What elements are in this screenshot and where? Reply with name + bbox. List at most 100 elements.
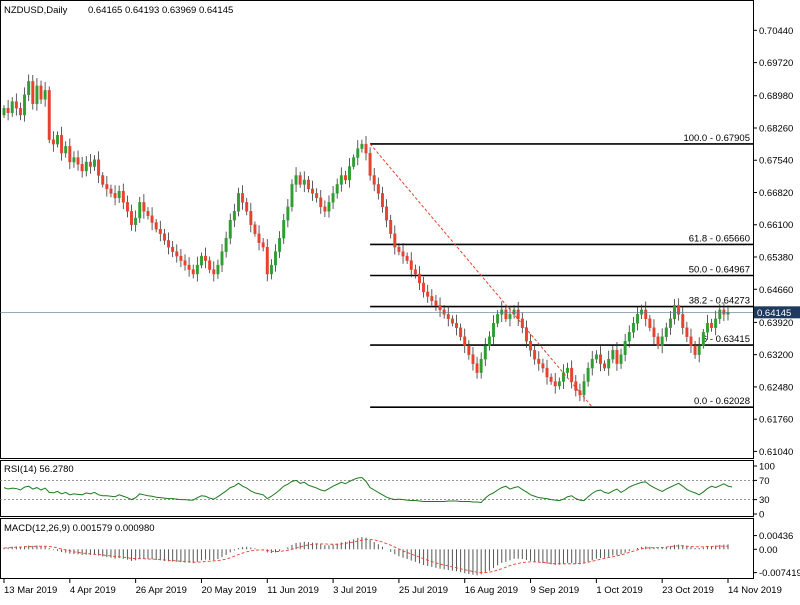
candle-body xyxy=(364,143,368,154)
candle-body xyxy=(553,381,557,387)
candlestick-series xyxy=(2,74,730,402)
candle-body xyxy=(434,300,438,306)
candle-body xyxy=(652,327,656,337)
candle-body xyxy=(603,363,607,369)
candle-body xyxy=(689,336,693,346)
price-tick-label: 0.66820 xyxy=(759,188,793,199)
date-tick-label: 23 Oct 2019 xyxy=(662,585,714,596)
candle-body xyxy=(561,372,565,382)
candle-body xyxy=(582,381,586,396)
candle-body xyxy=(208,260,212,270)
price-panel-frame xyxy=(0,0,754,459)
candle-body xyxy=(496,314,500,324)
candle-body xyxy=(615,349,619,364)
macd-indicator: 0.00436 0.00 -0.007419 xyxy=(3,531,800,579)
date-tick-label: 11 Jun 2019 xyxy=(267,585,319,596)
candle-body xyxy=(455,323,458,328)
candle-body xyxy=(93,159,96,167)
candle-body xyxy=(84,161,88,172)
rsi-tick-label: 30 xyxy=(759,495,770,506)
candle-body xyxy=(323,206,327,212)
candle-body xyxy=(162,233,166,241)
candle-body xyxy=(23,94,27,116)
candle-body xyxy=(348,166,352,181)
candle-body xyxy=(660,336,664,346)
candle-body xyxy=(261,242,265,248)
candle-body xyxy=(125,202,129,212)
fibonacci-levels: 100.0 - 0.67905 61.8 - 0.65660 50.0 - 0.64… xyxy=(370,133,753,408)
date-tick-label: 4 Apr 2019 xyxy=(70,585,116,596)
candle-body xyxy=(360,143,364,149)
candle-body xyxy=(343,175,347,181)
candle-body xyxy=(146,211,150,216)
candle-body xyxy=(705,323,709,333)
candle-body xyxy=(339,175,343,185)
candle-body xyxy=(520,318,524,328)
candle-body xyxy=(422,282,426,293)
candle-body xyxy=(130,211,133,225)
candle-body xyxy=(537,358,541,364)
candle-body xyxy=(204,255,208,261)
candle-body xyxy=(409,260,413,270)
price-tick-label: 0.66100 xyxy=(759,220,793,231)
candle-body xyxy=(101,175,105,185)
candle-body xyxy=(529,341,533,351)
candle-body xyxy=(286,206,290,221)
candle-body xyxy=(714,318,718,328)
candle-body xyxy=(80,164,84,172)
candle-body xyxy=(697,345,701,355)
candle-body xyxy=(6,108,10,113)
candle-body xyxy=(356,148,360,158)
macd-signal-line xyxy=(3,539,729,573)
candle-body xyxy=(191,269,195,275)
macd-tick-label: 0.00 xyxy=(759,545,778,556)
candle-body xyxy=(175,251,179,257)
price-tick-label: 0.65380 xyxy=(759,253,793,264)
candle-body xyxy=(516,309,520,320)
candle-body xyxy=(677,305,681,315)
price-tick-label: 0.63200 xyxy=(759,350,793,361)
candle-body xyxy=(138,202,142,219)
date-tick-label: 9 Sep 2019 xyxy=(531,585,580,596)
candle-body xyxy=(232,211,236,221)
candle-body xyxy=(701,332,705,346)
fib-level-label: 50.0 - 0.64967 xyxy=(689,265,750,276)
price-tick-label: 0.68980 xyxy=(759,91,793,102)
candle-body xyxy=(599,354,602,364)
price-tick-label: 0.61760 xyxy=(759,415,793,426)
rsi-tick-label: 70 xyxy=(759,476,770,487)
candle-body xyxy=(306,179,310,190)
rsi-panel-frame xyxy=(0,460,754,517)
candle-body xyxy=(685,327,689,337)
candle-body xyxy=(557,381,561,387)
candle-body xyxy=(35,85,39,104)
date-tick-label: 20 May 2019 xyxy=(201,585,256,596)
candle-body xyxy=(14,101,18,109)
candle-body xyxy=(380,193,384,208)
candle-body xyxy=(220,251,224,266)
candle-body xyxy=(335,184,339,194)
rsi-line xyxy=(3,476,733,504)
candle-body xyxy=(636,314,639,324)
candle-body xyxy=(282,220,286,239)
candle-body xyxy=(446,314,450,320)
candle-body xyxy=(376,184,380,194)
candle-body xyxy=(467,345,471,355)
date-tick-label: 26 Apr 2019 xyxy=(136,585,187,596)
candle-body xyxy=(183,260,187,266)
candle-body xyxy=(290,184,294,208)
candle-body xyxy=(611,349,615,360)
date-tick-label: 16 Aug 2019 xyxy=(465,585,518,596)
candle-body xyxy=(88,161,92,167)
candle-body xyxy=(216,264,220,275)
candle-body xyxy=(607,358,611,369)
candle-body xyxy=(257,233,261,243)
candle-body xyxy=(105,184,109,190)
candle-body xyxy=(27,81,31,96)
candle-body xyxy=(475,363,479,373)
date-tick-label: 14 Nov 2019 xyxy=(728,585,782,596)
candle-body xyxy=(265,246,269,275)
candle-body xyxy=(154,222,158,230)
